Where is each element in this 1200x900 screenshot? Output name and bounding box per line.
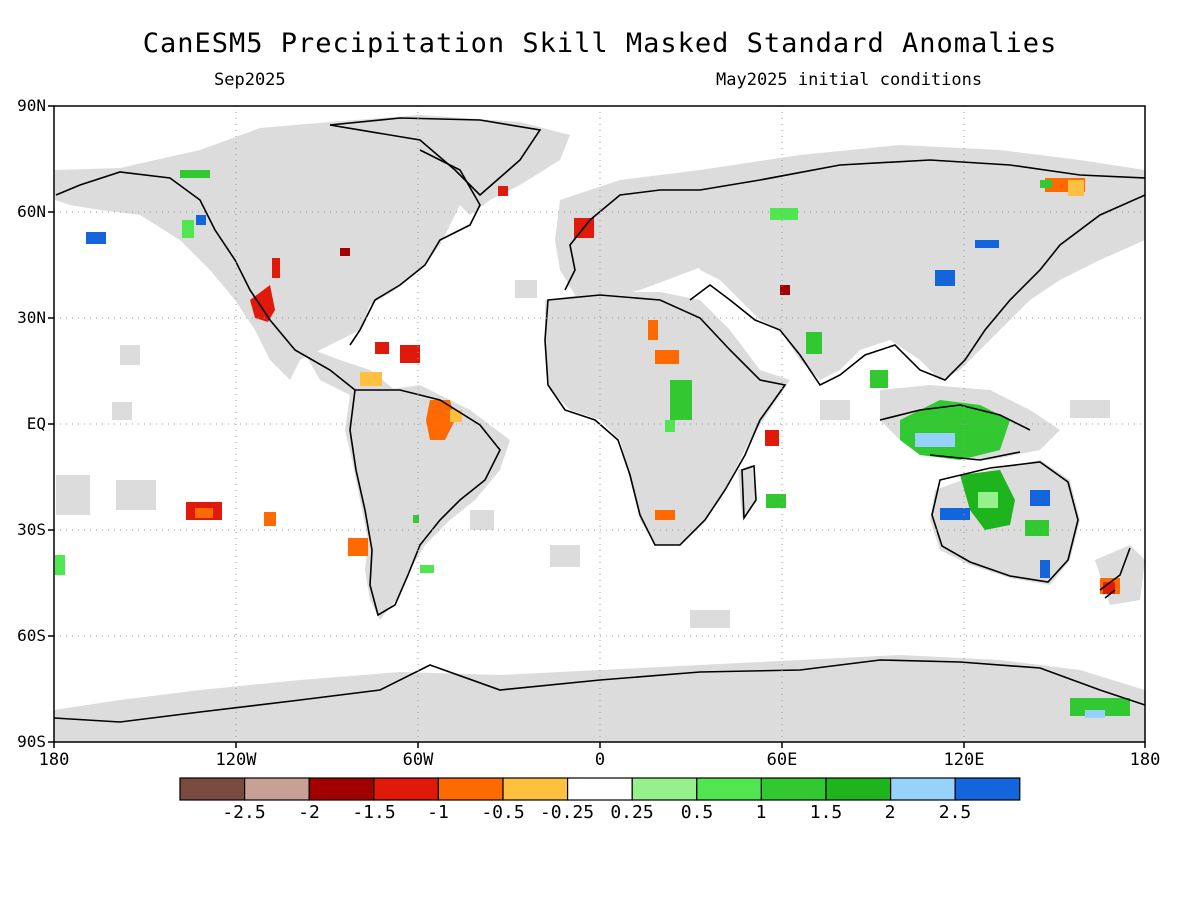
colorbar-label: -0.25 <box>539 802 595 823</box>
lon-label-180w: 180 <box>38 750 70 770</box>
colorbar-label: 0.5 <box>680 802 714 823</box>
lat-label-eq: EQ <box>26 414 46 433</box>
colorbar-swatch <box>696 777 762 801</box>
colorbar-swatch <box>308 777 375 801</box>
colorbar-label: -1 <box>427 802 449 823</box>
colorbar-swatch <box>437 777 504 801</box>
colorbar-swatch <box>373 777 439 801</box>
colorbar-label: -2.5 <box>222 802 266 823</box>
lon-label-120w: 120W <box>215 750 257 770</box>
lat-label-30n: 30N <box>17 308 46 327</box>
colorbar-label: 2.5 <box>938 802 972 823</box>
map-title: CanESM5 Precipitation Skill Masked Stand… <box>142 28 1058 59</box>
lat-label-90n: 90N <box>17 96 46 115</box>
colorbar-swatch <box>889 777 956 801</box>
initial-conditions-label: May2025 initial conditions <box>716 70 983 90</box>
land-mask <box>54 115 1145 742</box>
coastlines <box>53 117 1146 723</box>
axis-ticks <box>48 105 1146 748</box>
lon-label-0: 0 <box>594 750 606 770</box>
colorbar-swatch <box>760 777 827 801</box>
lat-label-30s: 30S <box>17 520 46 539</box>
lon-label-180e: 180 <box>1129 750 1161 770</box>
target-month-label: Sep2025 <box>214 70 286 90</box>
colorbar <box>179 777 1021 801</box>
colorbar-label: -0.5 <box>481 802 525 823</box>
colorbar-swatch <box>244 777 310 801</box>
anomaly-patches <box>55 170 1130 718</box>
colorbar-label: 0.25 <box>610 802 654 823</box>
colorbar-swatch <box>825 777 892 801</box>
colorbar-swatch <box>179 777 246 801</box>
map-gridlines <box>54 106 1145 742</box>
colorbar-label: -2 <box>298 802 320 823</box>
colorbar-label: 1.5 <box>809 802 843 823</box>
colorbar-label: -1.5 <box>352 802 396 823</box>
colorbar-swatch <box>502 777 569 801</box>
colorbar-swatch <box>566 777 633 801</box>
colorbar-swatch <box>954 777 1021 801</box>
colorbar-swatch <box>631 777 698 801</box>
lon-label-60w: 60W <box>402 750 434 770</box>
lat-label-60n: 60N <box>17 202 46 221</box>
colorbar-label: 2 <box>884 802 896 823</box>
lon-label-120e: 120E <box>943 750 985 770</box>
lat-label-90s: 90S <box>17 732 46 751</box>
lon-label-60e: 60E <box>766 750 798 770</box>
colorbar-label: 1 <box>755 802 767 823</box>
lat-label-60s: 60S <box>17 626 46 645</box>
